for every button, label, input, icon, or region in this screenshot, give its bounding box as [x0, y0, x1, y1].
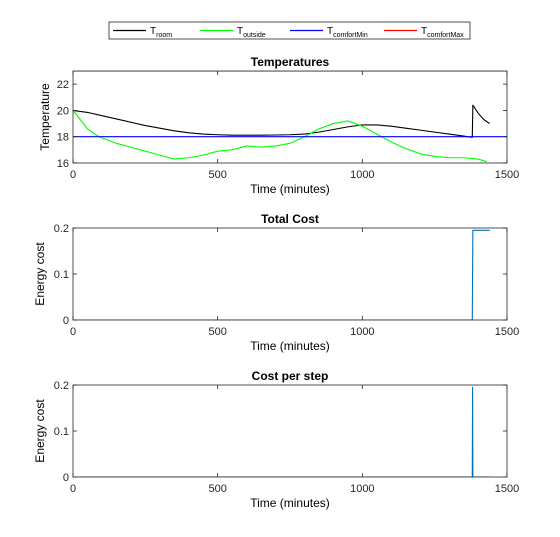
y-axis-label: Energy cost — [33, 242, 47, 306]
chart-title: Cost per step — [252, 369, 329, 383]
y-axis-label: Energy cost — [33, 399, 47, 463]
x-tick-label: 500 — [208, 169, 226, 181]
x-tick-label: 1000 — [350, 483, 374, 495]
x-tick-label: 0 — [70, 483, 76, 495]
chart-title: Total Cost — [261, 212, 319, 226]
y-tick-label: 0.2 — [54, 380, 69, 392]
y-tick-label: 0.2 — [54, 223, 69, 235]
chart-panel-2: 0 500 1000 1500 0 0.1 0.2 Total Cost Time (minut… — [33, 212, 519, 353]
x-tick-label: 1500 — [495, 169, 519, 181]
legend-entry-outside: Toutside — [237, 26, 266, 39]
plot-area — [73, 385, 507, 477]
y-tick-label: 18 — [57, 132, 69, 144]
legend-entry-comfortMax: TcomfortMax — [421, 26, 464, 39]
x-tick-label: 1000 — [350, 326, 374, 338]
x-tick-label: 1000 — [350, 169, 374, 181]
y-tick-label: 16 — [57, 158, 69, 170]
y-tick-label: 0.1 — [54, 426, 69, 438]
y-tick-label: 20 — [57, 105, 69, 117]
plot-area — [73, 71, 507, 163]
y-tick-label: 0.1 — [54, 269, 69, 281]
x-axis-label: Time (minutes) — [250, 182, 330, 196]
y-tick-label: 0 — [63, 472, 69, 484]
chart-panel-3: 0 500 1000 1500 0 0.1 0.2 Cost per step Time (mi… — [33, 369, 519, 510]
legend-entry-comfortMin: TcomfortMin — [327, 26, 368, 39]
plot-area — [73, 228, 507, 320]
y-tick-label: 22 — [57, 79, 69, 91]
y-axis-label: Temperature — [38, 83, 52, 151]
axes-box — [72, 70, 508, 164]
series-line-1 — [73, 229, 490, 320]
legend: Troom Toutside TcomfortMin TcomfortMax — [108, 21, 471, 40]
x-tick-label: 1500 — [495, 483, 519, 495]
x-tick-label: 0 — [70, 169, 76, 181]
series-line-room — [73, 104, 490, 138]
legend-entry-room: Troom — [150, 26, 172, 39]
x-axis-label: Time (minutes) — [250, 339, 330, 353]
series-line-outside — [73, 110, 487, 163]
series-line-1 — [73, 386, 490, 477]
legend-box — [108, 21, 471, 40]
y-tick-label: 0 — [63, 315, 69, 327]
chart-panel-1: 0 500 1000 1500 16 18 20 22 Temperatures Time (mi… — [38, 55, 519, 196]
chart-title: Temperatures — [251, 55, 330, 69]
x-tick-label: 500 — [208, 483, 226, 495]
x-tick-label: 0 — [70, 326, 76, 338]
x-axis-label: Time (minutes) — [250, 496, 330, 510]
x-tick-label: 1500 — [495, 326, 519, 338]
x-tick-label: 500 — [208, 326, 226, 338]
